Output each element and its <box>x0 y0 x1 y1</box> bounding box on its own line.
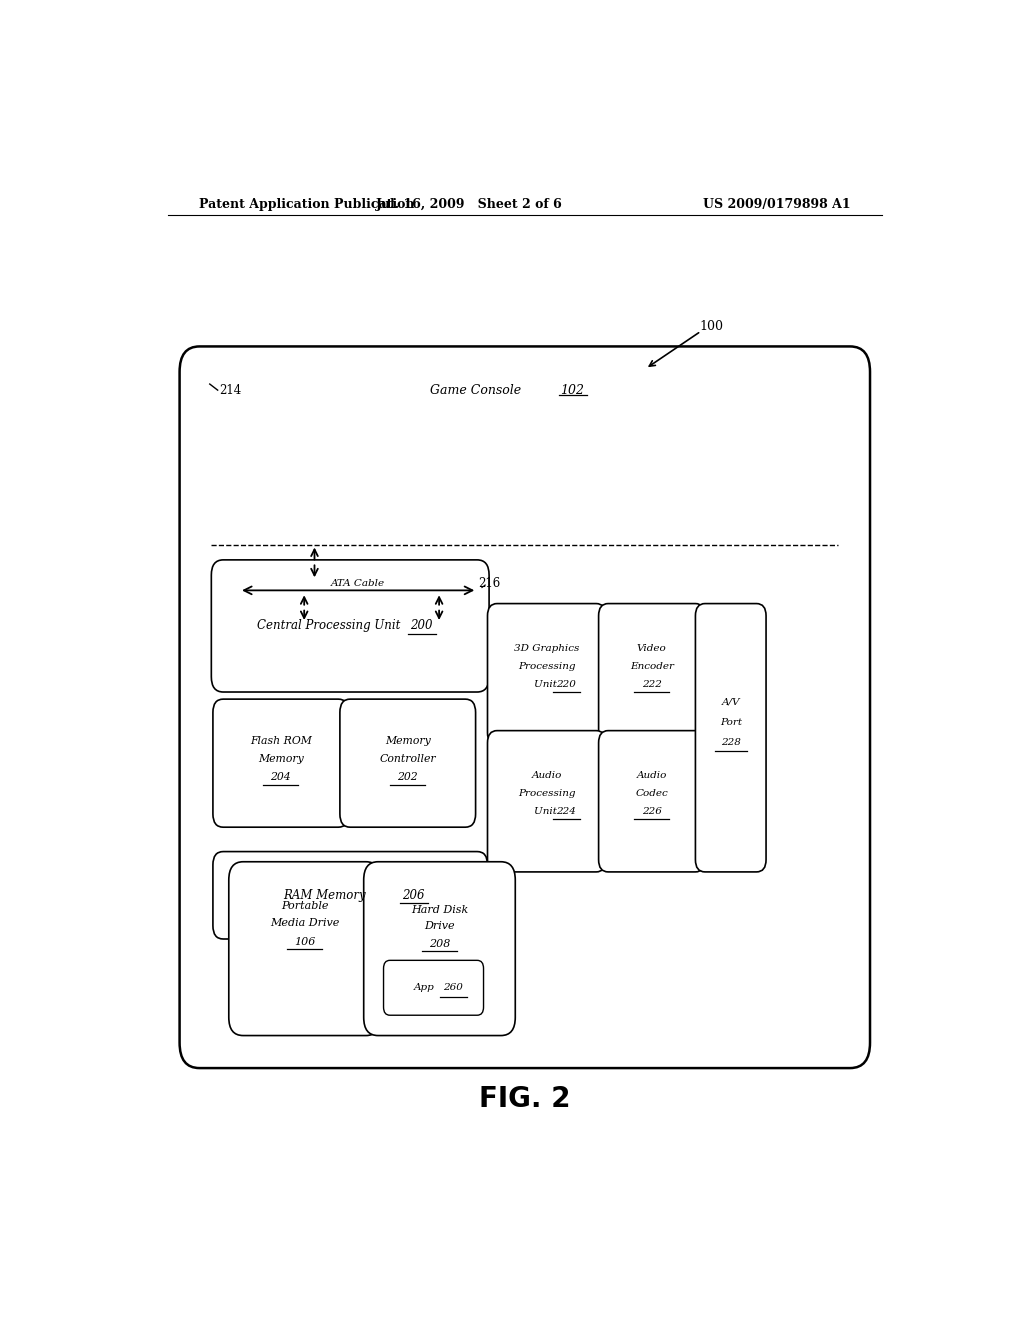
Text: Port: Port <box>720 718 741 727</box>
FancyBboxPatch shape <box>211 560 489 692</box>
Text: Processing: Processing <box>518 661 575 671</box>
Text: 202: 202 <box>397 772 418 783</box>
Text: Memory: Memory <box>258 754 304 764</box>
Text: Central Processing Unit: Central Processing Unit <box>257 619 403 632</box>
Text: Memory: Memory <box>385 735 431 746</box>
Text: 106: 106 <box>294 936 315 946</box>
Text: Audio: Audio <box>637 771 667 780</box>
Text: 216: 216 <box>478 577 500 590</box>
FancyBboxPatch shape <box>213 851 487 939</box>
FancyBboxPatch shape <box>695 603 766 873</box>
FancyBboxPatch shape <box>599 731 705 873</box>
Text: Encoder: Encoder <box>630 661 674 671</box>
Text: Jul. 16, 2009   Sheet 2 of 6: Jul. 16, 2009 Sheet 2 of 6 <box>376 198 562 211</box>
FancyBboxPatch shape <box>340 700 475 828</box>
Text: 204: 204 <box>270 772 291 783</box>
Text: 260: 260 <box>443 983 463 993</box>
Text: A/V: A/V <box>722 698 740 706</box>
Text: Flash ROM: Flash ROM <box>250 735 311 746</box>
Text: Unit: Unit <box>534 680 560 689</box>
Text: Portable: Portable <box>281 902 329 911</box>
Text: 102: 102 <box>560 384 585 396</box>
Text: 226: 226 <box>642 807 662 816</box>
Text: FIG. 2: FIG. 2 <box>479 1085 570 1113</box>
Text: 200: 200 <box>411 619 433 632</box>
FancyBboxPatch shape <box>487 603 606 744</box>
Text: Controller: Controller <box>380 754 436 764</box>
Text: Codec: Codec <box>636 788 668 797</box>
Text: RAM Memory: RAM Memory <box>284 888 370 902</box>
Text: Audio: Audio <box>531 771 562 780</box>
Text: Video: Video <box>637 644 667 653</box>
Text: 220: 220 <box>556 680 577 689</box>
Text: 208: 208 <box>429 939 451 949</box>
Text: Processing: Processing <box>518 788 575 797</box>
FancyBboxPatch shape <box>384 961 483 1015</box>
Text: Media Drive: Media Drive <box>270 919 339 928</box>
Text: App: App <box>414 983 437 993</box>
FancyBboxPatch shape <box>599 603 705 744</box>
Text: Drive: Drive <box>424 921 455 932</box>
Text: ATA Cable: ATA Cable <box>331 578 385 587</box>
Text: 224: 224 <box>556 807 577 816</box>
Text: 3D Graphics: 3D Graphics <box>514 644 580 653</box>
Bar <box>215 565 775 1027</box>
Text: US 2009/0179898 A1: US 2009/0179898 A1 <box>702 198 850 211</box>
Text: Patent Application Publication: Patent Application Publication <box>200 198 415 211</box>
FancyBboxPatch shape <box>228 862 380 1036</box>
Text: 228: 228 <box>721 738 740 747</box>
Text: Hard Disk: Hard Disk <box>411 906 468 915</box>
Text: Unit: Unit <box>534 807 560 816</box>
Text: 206: 206 <box>402 888 425 902</box>
FancyBboxPatch shape <box>364 862 515 1036</box>
FancyBboxPatch shape <box>487 731 606 873</box>
Text: 100: 100 <box>699 319 723 333</box>
FancyBboxPatch shape <box>179 346 870 1068</box>
Text: 222: 222 <box>642 680 662 689</box>
Text: 214: 214 <box>219 384 242 396</box>
Text: Game Console: Game Console <box>430 384 524 396</box>
FancyBboxPatch shape <box>213 700 348 828</box>
